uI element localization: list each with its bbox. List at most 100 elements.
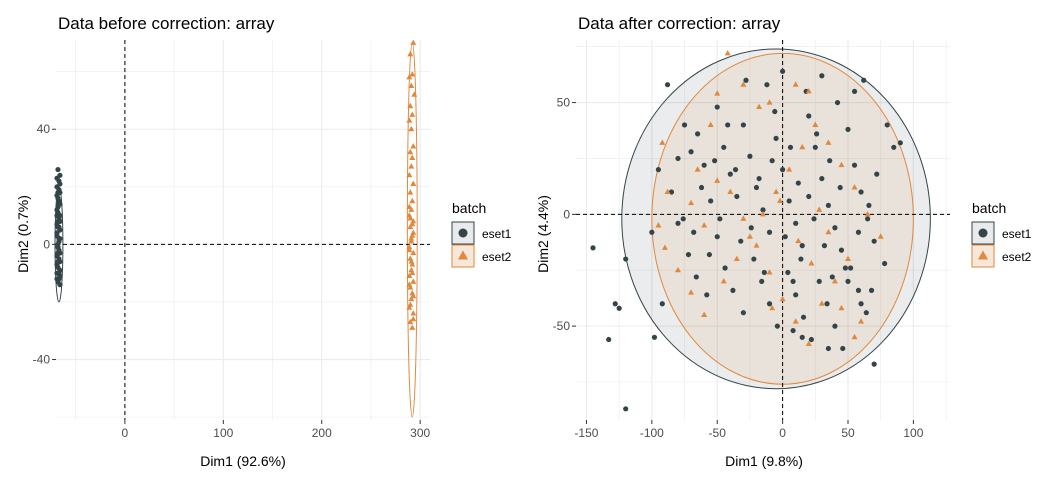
point-eset1 <box>56 236 62 242</box>
point-eset2 <box>795 237 802 244</box>
point-eset2 <box>406 246 413 253</box>
point-eset2 <box>756 103 763 110</box>
point-eset1 <box>680 216 686 222</box>
triangle-marker-icon <box>978 250 988 260</box>
data-points <box>590 50 903 412</box>
point-eset2 <box>408 82 415 89</box>
plot-background <box>576 40 950 420</box>
point-eset2 <box>408 163 415 169</box>
point-eset1 <box>800 314 807 320</box>
point-eset1 <box>748 225 754 231</box>
point-eset1 <box>861 77 867 83</box>
x-tick-label: 100 <box>213 426 233 440</box>
point-eset1 <box>616 305 622 311</box>
point-eset1 <box>655 167 661 173</box>
point-eset2 <box>825 139 832 145</box>
point-eset1 <box>55 166 61 173</box>
x-tick-label: -50 <box>709 426 727 440</box>
point-eset1 <box>793 220 799 226</box>
point-eset2 <box>858 318 865 324</box>
point-eset1 <box>814 131 820 137</box>
point-eset2 <box>825 228 832 235</box>
point-eset1 <box>606 336 612 343</box>
point-eset2 <box>777 197 783 203</box>
point-eset1 <box>769 158 775 164</box>
point-eset1 <box>712 158 718 164</box>
point-eset2 <box>864 210 871 217</box>
point-eset2 <box>661 244 668 250</box>
point-eset2 <box>410 292 417 299</box>
point-eset1 <box>829 274 835 280</box>
y-tick-label: -40 <box>33 353 51 367</box>
point-eset1 <box>753 184 760 191</box>
point-eset2 <box>410 249 417 256</box>
legend-item-eset1: eset1 <box>971 221 1032 245</box>
point-eset2 <box>766 99 773 105</box>
point-eset2 <box>786 166 793 172</box>
y-tick-label: 40 <box>37 122 51 136</box>
point-eset1 <box>787 144 794 150</box>
point-eset1 <box>55 224 61 230</box>
x-tick-label: 0 <box>122 426 129 440</box>
point-eset1 <box>722 265 728 271</box>
point-eset1 <box>838 247 845 253</box>
x-tick-label: 300 <box>410 426 430 440</box>
point-eset1 <box>766 229 773 235</box>
point-eset2 <box>799 143 806 150</box>
point-eset1 <box>732 167 739 173</box>
point-eset1 <box>795 180 801 186</box>
x-axis-label: Dim1 (9.8%) <box>725 453 803 469</box>
point-eset1 <box>747 153 753 159</box>
point-eset2 <box>407 318 414 325</box>
point-eset1 <box>698 184 705 191</box>
point-eset2 <box>409 220 416 227</box>
point-eset1 <box>863 310 869 316</box>
point-eset2 <box>816 206 823 212</box>
point-eset1 <box>848 265 854 271</box>
circle-marker-icon <box>978 228 988 238</box>
point-eset1 <box>57 181 63 187</box>
point-eset2 <box>664 188 671 194</box>
grid-lines <box>56 40 430 420</box>
point-eset1 <box>761 269 767 276</box>
data-points <box>54 39 418 330</box>
y-tick-label: -50 <box>553 319 571 333</box>
y-tick-label: 0 <box>563 207 570 221</box>
point-eset2 <box>688 199 695 206</box>
point-eset2 <box>408 235 415 241</box>
point-eset2 <box>838 161 845 168</box>
point-eset1 <box>774 323 780 329</box>
point-eset2 <box>675 266 681 273</box>
point-eset1 <box>751 256 757 262</box>
x-tick-label: -150 <box>574 426 598 440</box>
x-axis-ticks: -150 -100 -50 0 50 100 <box>574 420 924 440</box>
legend-title: batch <box>452 200 486 216</box>
point-eset1 <box>725 122 731 128</box>
point-eset2 <box>410 39 417 45</box>
point-eset1 <box>851 88 858 95</box>
point-eset1 <box>740 310 746 316</box>
point-eset1 <box>874 171 880 177</box>
point-eset1 <box>790 278 796 285</box>
legend-item-eset2: eset2 <box>971 244 1032 268</box>
point-eset1 <box>845 278 851 285</box>
x-axis-label: Dim1 (92.6%) <box>200 453 286 469</box>
x-tick-label: 200 <box>312 426 332 440</box>
x-axis-ticks: 0 100 200 300 <box>122 420 430 440</box>
point-eset2 <box>407 189 414 195</box>
point-eset1 <box>785 269 791 276</box>
point-eset1 <box>57 250 63 256</box>
point-eset1 <box>824 301 830 307</box>
point-eset1 <box>54 270 60 276</box>
point-eset1 <box>651 334 658 340</box>
point-eset1 <box>806 113 812 119</box>
point-eset2 <box>779 295 786 302</box>
point-eset2 <box>406 74 413 80</box>
point-eset1 <box>54 213 60 219</box>
point-eset1 <box>704 292 710 298</box>
point-eset1 <box>782 234 788 240</box>
point-eset2 <box>805 88 812 94</box>
point-eset1 <box>612 301 618 307</box>
reference-lines <box>576 40 950 420</box>
point-eset2 <box>406 272 413 279</box>
